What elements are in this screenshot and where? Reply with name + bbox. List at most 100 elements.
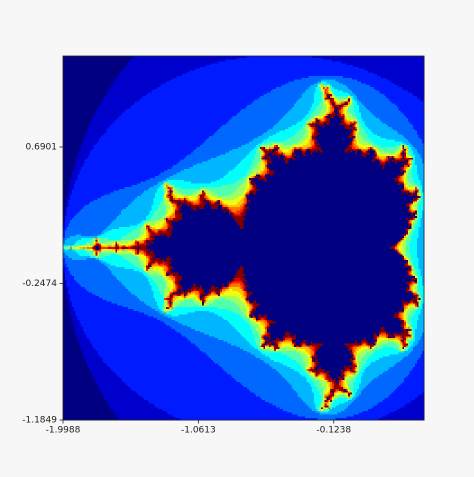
image-cell — [351, 390, 355, 394]
image-cell — [395, 243, 398, 246]
image-cell — [187, 199, 190, 202]
image-cell — [357, 97, 389, 101]
image-cell — [126, 247, 129, 250]
image-cell — [99, 389, 132, 392]
image-cell — [357, 145, 360, 148]
image-cell — [164, 274, 167, 277]
image-cell — [254, 339, 261, 343]
image-cell — [144, 270, 147, 273]
image-cell — [414, 332, 423, 335]
image-cell — [353, 116, 358, 119]
image-cell — [360, 341, 364, 344]
image-cell — [317, 85, 320, 88]
image-cell — [218, 294, 221, 297]
image-cell — [63, 103, 102, 106]
image-cell — [248, 177, 252, 181]
image-cell — [82, 350, 98, 354]
image-cell — [180, 199, 185, 202]
image-cell — [384, 150, 396, 153]
image-cell — [328, 405, 331, 408]
image-cell — [407, 270, 410, 273]
image-cell — [160, 308, 163, 312]
image-cell — [241, 296, 246, 299]
image-cell — [266, 179, 396, 182]
image-cell — [270, 336, 284, 339]
image-cell — [247, 308, 250, 312]
image-cell — [277, 152, 280, 155]
image-cell — [328, 96, 331, 99]
image-cell — [189, 167, 235, 170]
image-cell — [133, 103, 252, 106]
image-cell — [413, 294, 416, 297]
image-cell — [77, 154, 89, 157]
image-cell — [366, 385, 400, 388]
image-cell — [422, 187, 425, 190]
image-cell — [317, 365, 345, 368]
image-cell — [353, 145, 358, 148]
image-cell — [407, 161, 410, 164]
image-cell — [214, 290, 221, 293]
image-cell — [416, 183, 421, 186]
image-cell — [333, 387, 344, 390]
image-cell — [75, 332, 86, 335]
image-cell — [238, 187, 246, 190]
image-cell — [317, 376, 322, 379]
image-cell — [321, 383, 327, 386]
image-cell — [99, 252, 118, 255]
image-cell — [313, 365, 317, 368]
image-cell — [95, 247, 100, 250]
image-cell — [326, 97, 329, 101]
image-cell — [173, 190, 179, 193]
image-cell — [402, 150, 405, 153]
image-cell — [146, 236, 149, 239]
image-cell — [285, 156, 288, 159]
image-cell — [420, 308, 425, 312]
image-cell — [64, 274, 73, 277]
image-cell — [368, 365, 394, 368]
image-cell — [368, 341, 374, 344]
image-cell — [400, 157, 403, 161]
image-cell — [321, 90, 324, 93]
image-cell — [350, 143, 353, 146]
image-cell — [331, 106, 335, 110]
image-cell — [400, 250, 403, 253]
image-cell — [346, 378, 353, 381]
image-cell — [275, 154, 280, 157]
image-cell — [265, 319, 268, 323]
image-cell — [167, 267, 170, 270]
image-cell — [402, 168, 405, 172]
image-cell — [81, 245, 87, 248]
image-cell — [243, 176, 248, 179]
image-cell — [158, 407, 280, 410]
image-cell — [290, 343, 293, 346]
image-cell — [422, 332, 425, 335]
image-cell — [236, 165, 252, 168]
image-cell — [127, 385, 244, 388]
image-cell — [321, 394, 324, 397]
image-cell — [418, 188, 421, 192]
image-cell — [355, 123, 358, 126]
image-cell — [402, 312, 405, 315]
image-cell — [331, 105, 335, 108]
image-cell — [404, 174, 407, 177]
image-cell — [360, 150, 364, 153]
image-cell — [218, 207, 223, 210]
image-cell — [256, 172, 262, 175]
image-cell — [355, 139, 358, 142]
image-cell — [95, 245, 100, 248]
image-cell — [321, 148, 345, 152]
image-cell — [268, 172, 275, 175]
image-cell — [404, 336, 407, 339]
image-cell — [378, 345, 400, 348]
image-cell — [331, 389, 336, 392]
image-cell — [414, 227, 419, 230]
image-cell — [306, 114, 311, 117]
image-cell — [275, 132, 297, 135]
image-cell — [310, 383, 315, 386]
image-cell — [353, 121, 356, 124]
image-cell — [384, 157, 387, 161]
image-cell — [357, 96, 387, 99]
image-cell — [194, 68, 365, 71]
image-cell — [147, 236, 151, 239]
image-cell — [106, 241, 114, 244]
